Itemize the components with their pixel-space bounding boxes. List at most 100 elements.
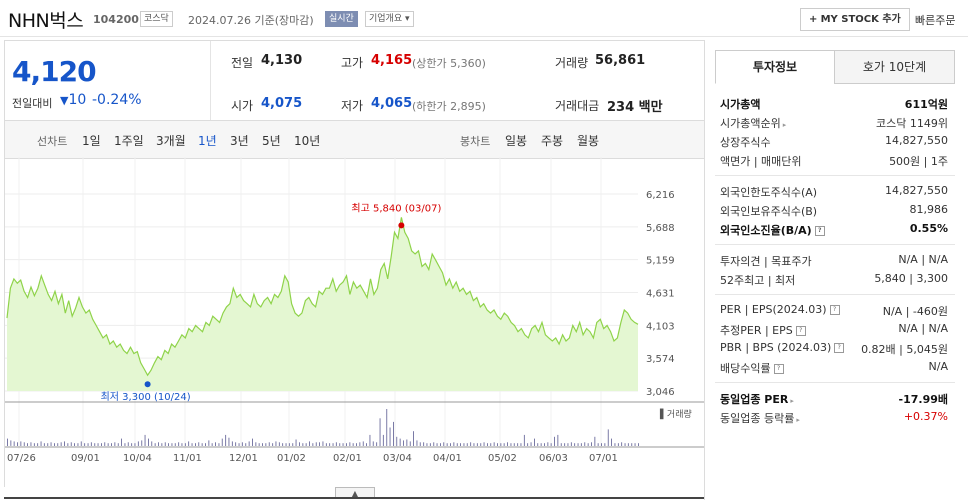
volume-bar — [386, 409, 388, 446]
tab-investment-info[interactable]: 투자정보 — [715, 50, 835, 84]
volume-bar — [144, 434, 146, 446]
volume-bar — [7, 438, 8, 446]
volume-bar — [101, 443, 102, 446]
volume-bar — [614, 443, 616, 446]
info-key: 외국인소진율(B/A)? — [720, 222, 825, 238]
volume-bar — [288, 443, 290, 446]
info-row[interactable]: 시가총액순위 ▸ 코스닥 1149위 — [720, 115, 948, 133]
volume-bar — [409, 441, 411, 446]
quick-order-link[interactable]: 빠른주문 — [915, 14, 956, 27]
volume-bar — [604, 443, 606, 446]
volume-bar — [503, 443, 505, 446]
y-tick-label: 3,574 — [646, 354, 675, 365]
volume-bar — [255, 442, 257, 446]
volume-bar — [27, 443, 28, 446]
volume-bar — [544, 443, 545, 446]
volume-label: 거래량 — [555, 56, 589, 70]
info-row[interactable]: 동일업종 등락률 ▸ +0.37% — [720, 410, 948, 428]
info-key: 52주최고 | 최저 — [720, 274, 796, 287]
volume-bar — [389, 427, 391, 446]
tab-10y[interactable]: 10년 — [294, 134, 321, 148]
volume-bar — [238, 443, 240, 446]
tab-3y[interactable]: 3년 — [230, 134, 249, 148]
min-marker — [144, 381, 151, 388]
x-tick-label: 01/02 — [277, 453, 306, 464]
help-icon[interactable]: ? — [773, 364, 784, 374]
tab-weekly[interactable]: 주봉 — [541, 134, 564, 148]
y-tick-label: 4,631 — [646, 289, 675, 300]
company-overview-dropdown[interactable]: 기업개요 ▾ — [365, 11, 414, 27]
volume-bar — [359, 442, 361, 446]
x-tick-label: 05/02 — [488, 453, 517, 464]
volume-bar — [278, 442, 280, 446]
volume-bar — [470, 442, 472, 446]
chart-collapse-button[interactable]: ▲ — [335, 487, 375, 499]
info-row[interactable]: 배당수익률? N/A — [720, 360, 948, 378]
volume-bar — [379, 418, 381, 447]
price-chart[interactable]: 6,216 5,688 5,159 4,631 4,103 3,574 3,046 최고 5,… — [4, 157, 705, 487]
plus-icon: + — [809, 14, 818, 25]
tab-monthly[interactable]: 월봉 — [577, 134, 600, 148]
volume-bar — [231, 441, 233, 446]
volume-bar — [221, 438, 223, 446]
volume-bar — [587, 443, 589, 446]
volume-bar — [510, 443, 512, 446]
info-value: +0.37% — [903, 410, 948, 423]
volume-bar — [453, 442, 455, 446]
info-row[interactable]: 동일업종 PER ▸ -17.99배 — [720, 391, 948, 409]
prev-close-label: 전일 — [231, 56, 254, 70]
open-label: 시가 — [231, 99, 254, 113]
info-key: 동일업종 PER ▸ — [720, 393, 794, 406]
volume-bar — [419, 442, 421, 446]
tab-5y[interactable]: 5년 — [262, 134, 281, 148]
volume-bar — [268, 442, 270, 446]
my-stock-add-button[interactable]: + MY STOCK 추가 — [800, 8, 910, 31]
volume-bar — [607, 429, 609, 447]
info-value: 코스닥 1149위 — [876, 117, 948, 130]
x-tick-label: 12/01 — [229, 453, 258, 464]
divider — [4, 497, 704, 499]
volume-bar — [416, 440, 418, 446]
volume-bar — [127, 442, 129, 446]
help-icon[interactable]: ? — [829, 305, 840, 315]
x-tick-label: 02/01 — [333, 453, 362, 464]
volume-bar — [272, 443, 274, 446]
info-key: 액면가 | 매매단위 — [720, 155, 802, 168]
change-value: ▼10 — [60, 92, 87, 108]
volume-bar — [252, 438, 253, 446]
volume-bar — [117, 443, 119, 446]
info-row[interactable]: PBR | BPS (2024.03)? 0.82배 | 5,045원 — [720, 341, 948, 359]
volume-bar — [443, 442, 445, 446]
realtime-badge[interactable]: 실시간 — [325, 11, 358, 27]
volume-bar — [80, 441, 82, 446]
info-key: 상장주식수 — [720, 136, 771, 149]
volume-bar — [50, 442, 52, 446]
tab-1w[interactable]: 1주일 — [114, 134, 144, 148]
volume-bar — [148, 438, 149, 446]
info-row[interactable]: 외국인소진율(B/A)? 0.55% — [720, 222, 948, 240]
info-row[interactable]: PER | EPS(2024.03)? N/A | -460원 — [720, 303, 948, 321]
tab-3m[interactable]: 3개월 — [156, 134, 186, 148]
volume-bar — [74, 443, 75, 446]
volume-bar — [282, 443, 284, 446]
info-value: 500원 | 1주 — [889, 155, 948, 168]
volume-bar — [97, 443, 99, 446]
arrow-right-icon: ▸ — [790, 397, 794, 405]
volume-bar — [483, 442, 485, 446]
help-icon[interactable]: ? — [814, 226, 825, 236]
tab-order-book[interactable]: 호가 10단계 — [834, 50, 955, 84]
tab-1y[interactable]: 1년 — [198, 134, 217, 148]
tab-1d[interactable]: 1일 — [82, 134, 101, 148]
volume-bar — [426, 443, 428, 446]
tab-daily[interactable]: 일봉 — [505, 134, 528, 148]
volume-bar — [369, 434, 371, 446]
info-row[interactable]: 추정PER | EPS? N/A | N/A — [720, 322, 948, 340]
help-icon[interactable]: ? — [795, 326, 806, 336]
info-value: 14,827,550 — [885, 184, 948, 197]
help-icon[interactable]: ? — [834, 343, 845, 353]
volume-bar — [137, 441, 139, 446]
volume-bar — [181, 443, 183, 446]
info-row: 상장주식수 14,827,550 — [720, 134, 948, 152]
volume-bar — [362, 441, 364, 446]
info-key: PBR | BPS (2024.03)? — [720, 341, 845, 354]
